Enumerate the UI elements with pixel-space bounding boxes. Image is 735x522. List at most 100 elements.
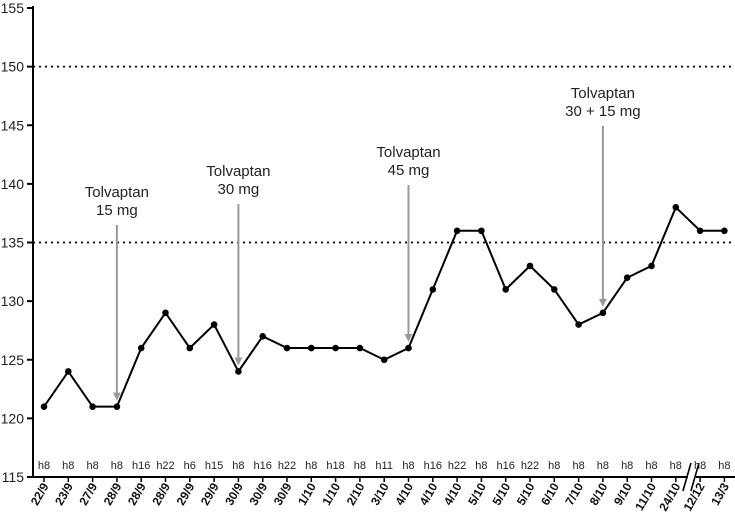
y-tick-label: 115	[2, 469, 25, 485]
date-label: 5/10	[465, 480, 489, 508]
data-point	[526, 262, 534, 270]
annotation-label: 30 + 15 mg	[565, 103, 640, 120]
data-point	[478, 227, 485, 235]
data-point	[405, 344, 412, 352]
data-point	[429, 286, 437, 293]
date-label: 28/9	[125, 480, 149, 508]
hour-label: h22	[521, 460, 539, 472]
date-label: 8/10	[587, 480, 611, 508]
y-tick-label: 140	[1, 176, 25, 192]
hour-label: h22	[156, 460, 174, 472]
y-tick-label: 155	[1, 0, 25, 16]
annotation-arrow-head	[598, 298, 607, 307]
annotation-label: 45 mg	[388, 162, 430, 179]
annotation-arrow-head	[404, 334, 413, 343]
hour-label: h8	[354, 460, 366, 472]
data-point	[721, 227, 728, 235]
date-label: 4/10	[392, 480, 416, 508]
data-point	[283, 344, 291, 352]
hour-label: h22	[278, 460, 296, 472]
hour-label: h8	[597, 460, 609, 472]
data-point	[332, 344, 339, 352]
date-label: 11/10	[632, 480, 659, 513]
hour-label: h22	[448, 460, 466, 472]
annotation-label: 15 mg	[96, 202, 138, 219]
date-label: 22/9	[28, 480, 52, 508]
date-label: 23/9	[52, 480, 76, 508]
hour-label: h16	[424, 460, 442, 472]
date-label: 2/10	[344, 480, 368, 508]
hour-label: h8	[572, 460, 584, 472]
data-point	[599, 309, 607, 317]
hour-label: h15	[205, 460, 223, 472]
y-tick-label: 130	[1, 293, 25, 309]
date-label: 5/10	[514, 480, 538, 508]
axis-break-mark	[690, 462, 700, 492]
hour-label: h8	[62, 460, 74, 472]
data-point	[672, 204, 680, 211]
annotation-label: Tolvaptan	[206, 163, 270, 180]
annotation-arrow-head	[234, 357, 243, 366]
data-point	[623, 274, 631, 281]
hour-label: h18	[326, 460, 344, 472]
date-label: 5/10	[489, 480, 513, 508]
annotation-arrow-head	[112, 392, 121, 401]
hour-label: h11	[375, 460, 393, 472]
data-point	[308, 344, 315, 352]
data-point	[696, 227, 704, 235]
data-point	[113, 403, 121, 410]
hour-label: h8	[645, 460, 657, 472]
data-point	[575, 321, 582, 328]
hour-label: h8	[621, 460, 633, 472]
date-label: 7/10	[562, 480, 586, 508]
annotation-label: Tolvaptan	[571, 85, 635, 102]
data-point	[551, 286, 558, 293]
y-tick-label: 125	[1, 352, 25, 368]
hour-label: h16	[132, 460, 150, 472]
date-label: 29/9	[174, 480, 198, 508]
date-label: 4/10	[417, 480, 441, 508]
hour-label: h8	[305, 460, 317, 472]
data-point	[210, 321, 218, 328]
data-point	[137, 344, 145, 352]
date-label: 30/9	[246, 480, 270, 508]
hour-label: h8	[670, 460, 682, 472]
hour-label: h8	[402, 460, 414, 472]
data-point	[502, 286, 510, 293]
date-label: 3/10	[368, 480, 392, 508]
data-point	[648, 262, 655, 270]
y-tick-label: 135	[1, 235, 25, 251]
date-label: 28/9	[149, 480, 173, 508]
date-label: 6/10	[538, 480, 562, 508]
date-label: 13/3	[708, 480, 732, 508]
y-tick-label: 150	[1, 59, 25, 75]
data-point	[235, 368, 242, 375]
hour-label: h16	[254, 460, 272, 472]
hour-label: h8	[694, 460, 706, 472]
annotation-label: 30 mg	[218, 181, 260, 198]
hour-label: h8	[232, 460, 244, 472]
x-labels: h8 h8 h8 h8 h16 h22 h6 h15 h8 h16 h22 h8 h18 h8 h11 h8 h…	[28, 460, 732, 514]
hour-label: h8	[548, 460, 560, 472]
y-tick-label: 145	[1, 117, 25, 133]
annotation-label: Tolvaptan	[376, 144, 440, 161]
axis-break-mark	[682, 462, 692, 492]
hour-label: h8	[38, 460, 50, 472]
date-label: 1/10	[295, 480, 319, 508]
axes: 115 120 125 130 135 140 145 150 155	[1, 0, 735, 492]
series	[40, 204, 728, 410]
data-point	[186, 344, 194, 352]
date-label: 4/10	[441, 480, 465, 508]
y-tick-label: 120	[1, 410, 25, 426]
annotation-label: Tolvaptan	[85, 184, 149, 201]
hour-label: h6	[184, 460, 196, 472]
date-label: 24/10	[656, 480, 683, 513]
data-point	[259, 333, 267, 340]
date-label: 29/9	[198, 480, 222, 508]
hour-label: h8	[475, 460, 487, 472]
data-point	[453, 227, 461, 235]
data-point	[380, 356, 388, 364]
date-label: 30/9	[222, 480, 246, 508]
hour-label: h16	[497, 460, 515, 472]
